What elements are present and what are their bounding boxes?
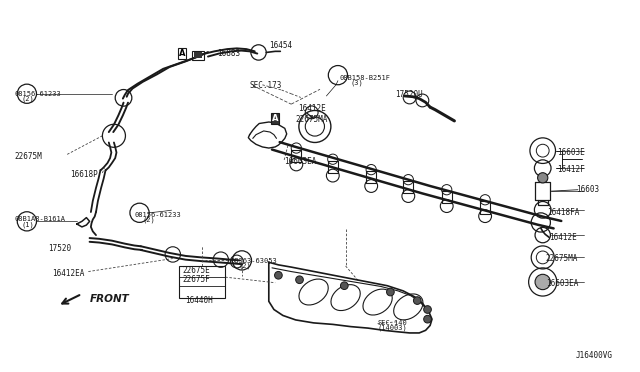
Text: (3): (3) <box>351 80 364 86</box>
Ellipse shape <box>424 306 431 313</box>
Text: (2): (2) <box>142 216 155 223</box>
Text: 16603: 16603 <box>576 185 599 194</box>
Text: 17520: 17520 <box>48 244 71 253</box>
Text: SEC.173: SEC.173 <box>250 81 282 90</box>
Text: (14003): (14003) <box>378 324 407 331</box>
Ellipse shape <box>538 173 548 183</box>
Text: (1): (1) <box>22 221 35 228</box>
Text: 16454: 16454 <box>269 41 292 50</box>
Text: 22675MA: 22675MA <box>296 115 328 124</box>
Text: 08156-61233: 08156-61233 <box>14 91 61 97</box>
Text: J16400VG: J16400VG <box>576 351 613 360</box>
Text: 22675M: 22675M <box>14 152 42 161</box>
Text: 16603EA: 16603EA <box>284 157 317 166</box>
Text: 16883: 16883 <box>218 49 241 58</box>
Text: 16412E: 16412E <box>549 233 577 242</box>
Text: 22675E: 22675E <box>182 266 210 275</box>
Text: 17520U: 17520U <box>396 90 423 99</box>
Bar <box>179 266 225 298</box>
Ellipse shape <box>387 288 394 296</box>
Text: 16412E: 16412E <box>298 104 326 113</box>
Text: 16412EA: 16412EA <box>52 269 85 278</box>
Ellipse shape <box>340 282 348 289</box>
Ellipse shape <box>535 274 550 290</box>
Text: 08156-61233: 08156-61233 <box>134 212 181 218</box>
Ellipse shape <box>413 297 421 304</box>
Text: 16440H: 16440H <box>185 296 212 305</box>
Ellipse shape <box>275 272 282 279</box>
Text: 22675MA: 22675MA <box>546 254 579 263</box>
Ellipse shape <box>424 315 431 323</box>
Text: SEC.140: SEC.140 <box>378 320 407 326</box>
Text: 16603E: 16603E <box>557 148 584 157</box>
Text: (2): (2) <box>238 263 251 269</box>
Text: 16418FA: 16418FA <box>547 208 580 217</box>
Text: 16412F: 16412F <box>557 165 584 174</box>
Text: FRONT: FRONT <box>90 295 129 304</box>
Bar <box>192 51 204 60</box>
Text: 16603EA: 16603EA <box>546 279 579 288</box>
Text: (2): (2) <box>22 95 35 102</box>
Text: 08B1A8-B161A: 08B1A8-B161A <box>14 217 65 222</box>
Text: 08B158-B251F: 08B158-B251F <box>339 75 390 81</box>
Text: 22675F: 22675F <box>182 275 210 284</box>
Text: 16618P: 16618P <box>70 170 98 179</box>
Text: 08363-63053: 08363-63053 <box>230 258 277 264</box>
Text: A: A <box>179 49 186 58</box>
Ellipse shape <box>296 276 303 283</box>
Bar <box>194 52 202 58</box>
Text: A: A <box>272 114 278 123</box>
